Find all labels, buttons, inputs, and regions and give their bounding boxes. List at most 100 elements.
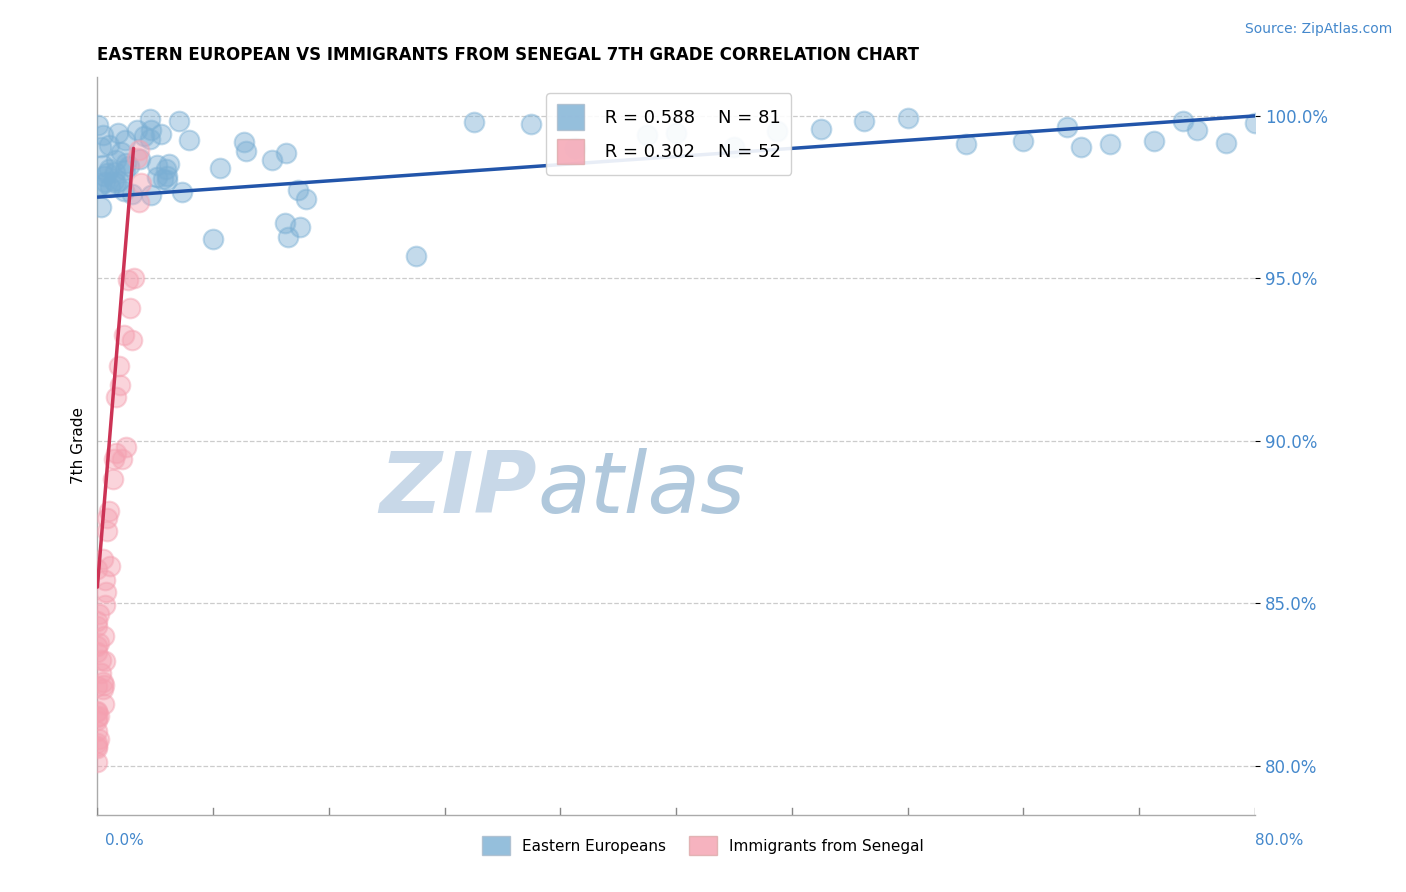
Point [274, 216, 297, 230]
Point [118, 159, 141, 173]
Point [93, 573, 115, 587]
Text: ZIP: ZIP [380, 449, 537, 532]
Point [107, 126, 129, 140]
Point [202, 232, 225, 246]
Point [108, 378, 131, 392]
Point [128, 195, 150, 210]
Point [93, 169, 115, 184]
Text: Source: ZipAtlas.com: Source: ZipAtlas.com [1244, 22, 1392, 37]
Legend:  R = 0.588    N = 81,  R = 0.302    N = 52: R = 0.588 N = 81, R = 0.302 N = 52 [547, 94, 792, 175]
Text: atlas: atlas [537, 449, 745, 532]
Point [94, 654, 117, 668]
Point [1171, 113, 1194, 128]
Point [104, 165, 127, 179]
Point [170, 185, 193, 199]
Point [1143, 134, 1166, 148]
Point [125, 122, 148, 136]
Point [1099, 137, 1122, 152]
Point [139, 188, 162, 202]
Point [117, 272, 139, 286]
Point [1215, 136, 1237, 150]
Point [129, 176, 152, 190]
Point [91, 552, 114, 566]
Point [139, 132, 162, 146]
Point [235, 145, 257, 159]
Point [463, 114, 485, 128]
Point [86, 723, 108, 738]
Point [87, 635, 110, 649]
Point [157, 157, 180, 171]
Point [122, 271, 145, 285]
Point [233, 136, 256, 150]
Point [128, 143, 150, 157]
Point [86, 740, 108, 755]
Point [1070, 140, 1092, 154]
Point [114, 163, 136, 178]
Point [86, 679, 108, 693]
Point [149, 128, 172, 142]
Point [103, 174, 125, 188]
Point [155, 162, 177, 177]
Point [90, 178, 112, 193]
Point [86, 619, 108, 633]
Point [87, 607, 110, 621]
Point [87, 118, 110, 132]
Point [277, 230, 299, 244]
Point [93, 678, 115, 692]
Point [97, 503, 120, 517]
Point [90, 666, 112, 681]
Point [179, 133, 201, 147]
Point [156, 169, 179, 183]
Point [1056, 120, 1078, 134]
Point [98, 161, 121, 176]
Point [1012, 134, 1035, 148]
Point [96, 524, 118, 538]
Point [209, 161, 232, 175]
Point [115, 155, 138, 169]
Point [897, 111, 920, 125]
Point [145, 170, 167, 185]
Point [101, 472, 124, 486]
Point [955, 137, 977, 152]
Point [134, 129, 156, 144]
Point [91, 128, 114, 142]
Point [665, 126, 688, 140]
Point [86, 705, 108, 719]
Point [89, 140, 111, 154]
Point [87, 180, 110, 194]
Point [152, 171, 174, 186]
Point [112, 184, 135, 198]
Point [93, 698, 115, 712]
Point [139, 123, 162, 137]
Legend: Eastern Europeans, Immigrants from Senegal: Eastern Europeans, Immigrants from Seneg… [477, 830, 929, 861]
Point [94, 585, 117, 599]
Point [108, 174, 131, 188]
Point [87, 709, 110, 723]
Point [105, 446, 128, 460]
Text: EASTERN EUROPEAN VS IMMIGRANTS FROM SENEGAL 7TH GRADE CORRELATION CHART: EASTERN EUROPEAN VS IMMIGRANTS FROM SENE… [97, 46, 920, 64]
Point [121, 187, 143, 202]
Point [86, 736, 108, 750]
Point [86, 645, 108, 659]
Point [96, 166, 118, 180]
Text: 80.0%: 80.0% [1256, 833, 1303, 847]
Point [766, 124, 789, 138]
Point [93, 675, 115, 690]
Point [810, 121, 832, 136]
Point [145, 158, 167, 172]
Point [86, 615, 108, 629]
Point [90, 653, 112, 667]
Point [98, 559, 121, 574]
Point [1244, 116, 1267, 130]
Point [110, 145, 132, 159]
Point [262, 153, 284, 168]
Y-axis label: 7th Grade: 7th Grade [72, 408, 86, 484]
Point [129, 153, 152, 167]
Point [86, 561, 108, 575]
Point [94, 598, 117, 612]
Point [86, 709, 108, 723]
Point [564, 141, 586, 155]
Point [91, 158, 114, 172]
Point [108, 359, 131, 373]
Point [96, 511, 118, 525]
